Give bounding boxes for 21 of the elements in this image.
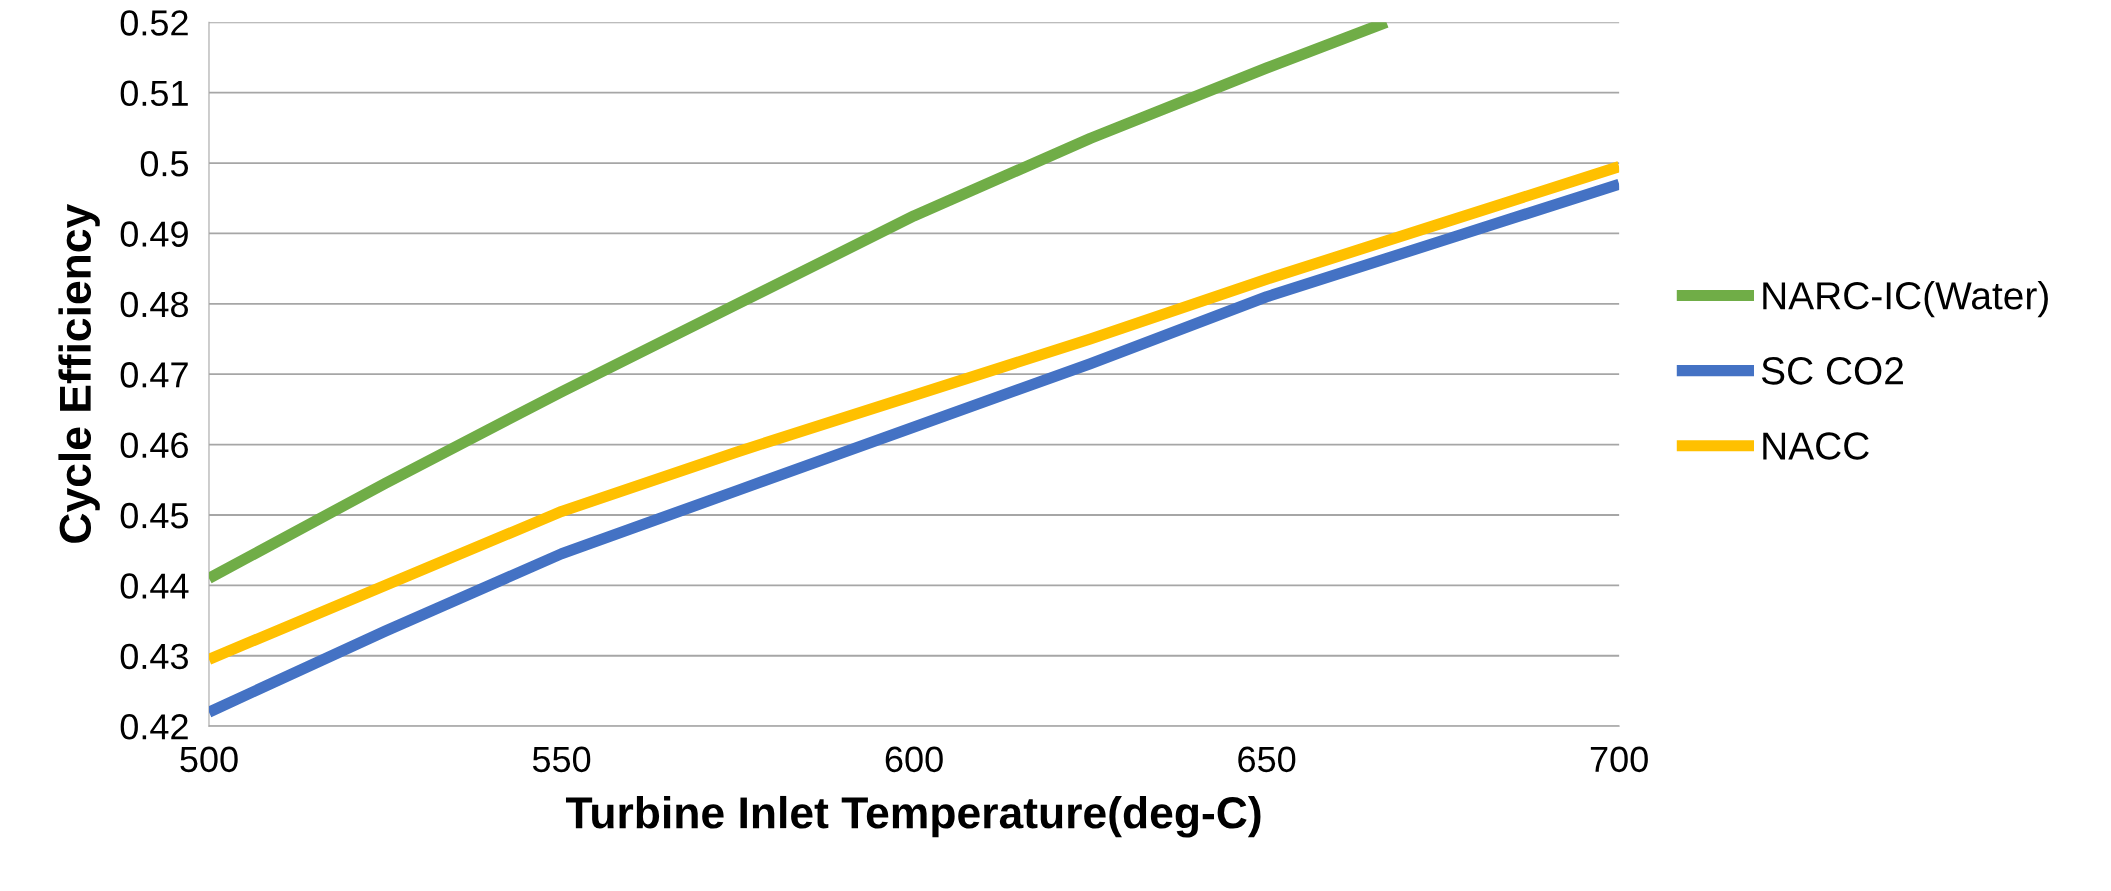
legend-label: NARC-IC(Water) <box>1763 280 2048 318</box>
y-tick-label: 0.48 <box>120 291 188 318</box>
y-tick-label: 0.44 <box>120 573 189 599</box>
y-tick-label: 0.51 <box>120 80 188 107</box>
x-tick-label: 650 <box>1238 746 1296 773</box>
x-tick-label: 500 <box>180 746 238 773</box>
y-tick-label: 0.52 <box>120 10 188 36</box>
legend-label: SC CO2 <box>1761 357 1903 385</box>
y-tick-label: 0.49 <box>120 221 188 247</box>
legend-label: NACC <box>1763 432 1869 460</box>
y-tick-label: 0.46 <box>120 432 188 459</box>
y-tick-label: 0.45 <box>120 502 189 529</box>
y-tick-label: 0.47 <box>120 362 188 388</box>
y-tick-label: 0.42 <box>120 714 188 740</box>
x-axis-title: Turbine Inlet Temperature(deg-C) <box>565 795 1261 838</box>
y-axis-title: Cycle Efficiency <box>58 203 100 543</box>
y-tick-label: 0.5 <box>140 150 189 177</box>
x-tick-label: 700 <box>1590 746 1648 773</box>
x-tick-label: 550 <box>532 746 591 773</box>
x-tick-label: 600 <box>885 746 943 773</box>
y-tick-label: 0.43 <box>120 643 188 670</box>
